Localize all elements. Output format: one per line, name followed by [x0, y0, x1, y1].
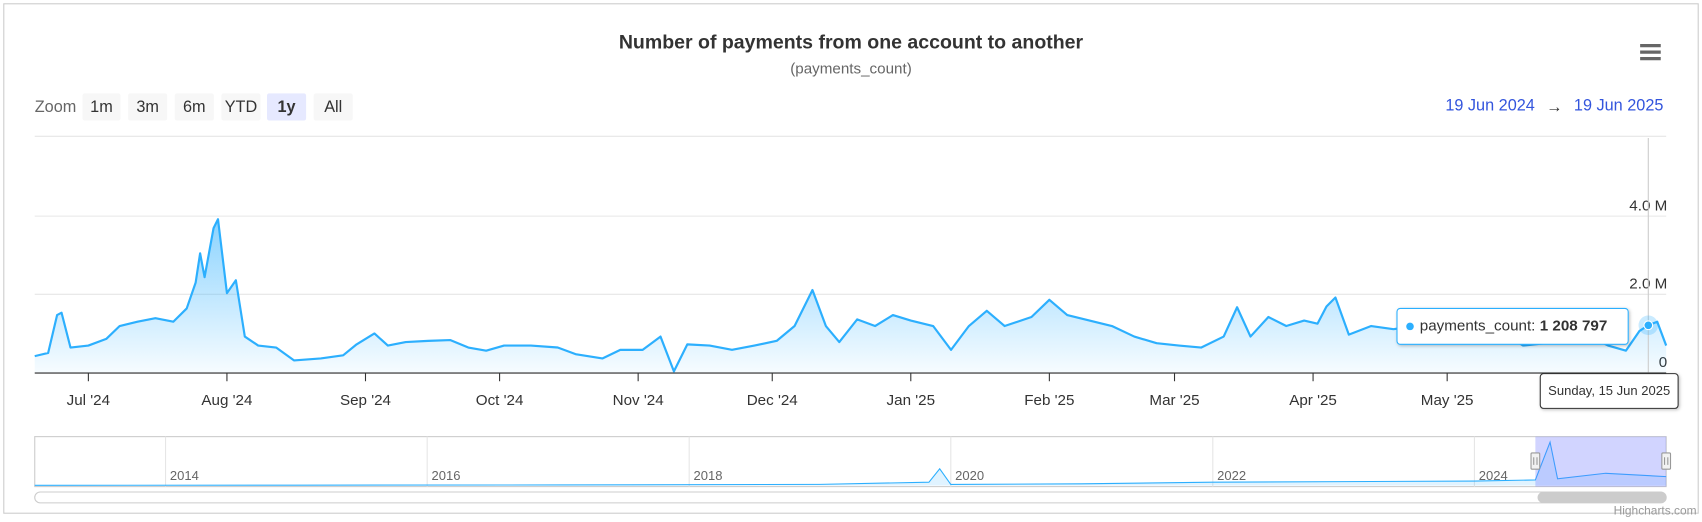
x-tick-label: Oct '24 — [476, 392, 524, 409]
tooltip-series: payments_count: — [1420, 317, 1536, 334]
navigator-tick-label: 2022 — [1217, 468, 1246, 483]
tooltip-box — [1396, 307, 1629, 345]
zoom-button[interactable] — [128, 93, 168, 121]
hover-point — [1643, 320, 1654, 331]
zoom-button[interactable] — [174, 93, 214, 121]
zoom-button[interactable] — [267, 93, 307, 121]
chart-subtitle: (payments_count) — [790, 61, 912, 78]
x-tick-label: Dec '24 — [747, 392, 798, 409]
range-separator: → — [1546, 98, 1562, 116]
credits[interactable]: Highcharts.com — [1614, 504, 1697, 518]
zoom-button-label[interactable]: All — [324, 98, 342, 116]
navigator-tick-label: 2024 — [1479, 468, 1508, 483]
menu-button[interactable] — [1631, 37, 1668, 67]
navigator-handle[interactable] — [1530, 452, 1541, 470]
navigator-tick-label: 2014 — [170, 468, 199, 483]
navigator-handle[interactable] — [1661, 452, 1672, 470]
chart-border — [3, 3, 1699, 514]
scrollbar-thumb[interactable] — [1537, 492, 1667, 503]
zoom-button-label[interactable]: 1m — [90, 98, 113, 116]
zoom-button-label[interactable]: 3m — [136, 98, 159, 116]
x-tick-label: Nov '24 — [613, 392, 664, 409]
date-label-box — [1539, 373, 1679, 409]
zoom-button-label[interactable]: 6m — [183, 98, 206, 116]
x-tick-label: Jan '25 — [887, 392, 935, 409]
navigator-tick-label: 2018 — [694, 468, 723, 483]
navigator-mask[interactable] — [1535, 436, 1667, 487]
date-label: Sunday, 15 Jun 2025 — [1548, 383, 1670, 398]
tooltip-value: 1 208 797 — [1540, 317, 1608, 334]
navigator-tick-label: 2020 — [955, 468, 984, 483]
zoom-button[interactable] — [82, 93, 121, 121]
chart-title: Number of payments from one account to a… — [619, 32, 1084, 54]
zoom-button-label[interactable]: YTD — [225, 98, 258, 116]
tooltip-dot — [1406, 322, 1414, 331]
navigator-frame — [34, 436, 1667, 488]
zoom-label: Zoom — [35, 98, 77, 116]
range-from[interactable]: 19 Jun 2024 — [1445, 97, 1535, 115]
zoom-button-label[interactable]: 1y — [278, 98, 296, 116]
range-to[interactable]: 19 Jun 2025 — [1574, 97, 1664, 115]
navigator-line — [34, 440, 1667, 486]
area — [34, 219, 1667, 373]
x-tick-label: May '25 — [1421, 392, 1474, 409]
tooltip-text: payments_count: 1 208 797 — [1420, 317, 1608, 334]
navigator-area — [34, 442, 1667, 486]
x-tick-label: Apr '25 — [1289, 392, 1337, 409]
x-tick-label: Aug '24 — [201, 392, 252, 409]
navigator-tick-label: 2016 — [432, 468, 461, 483]
scrollbar-track[interactable] — [34, 491, 1667, 504]
zoom-button[interactable] — [221, 93, 261, 121]
zoom-button[interactable] — [313, 93, 353, 121]
x-tick-label: Sep '24 — [340, 392, 391, 409]
x-tick-label: Mar '25 — [1149, 392, 1199, 409]
line — [34, 218, 1668, 373]
x-tick-label: Jul '24 — [67, 392, 110, 409]
x-tick-label: Feb '25 — [1024, 392, 1074, 409]
